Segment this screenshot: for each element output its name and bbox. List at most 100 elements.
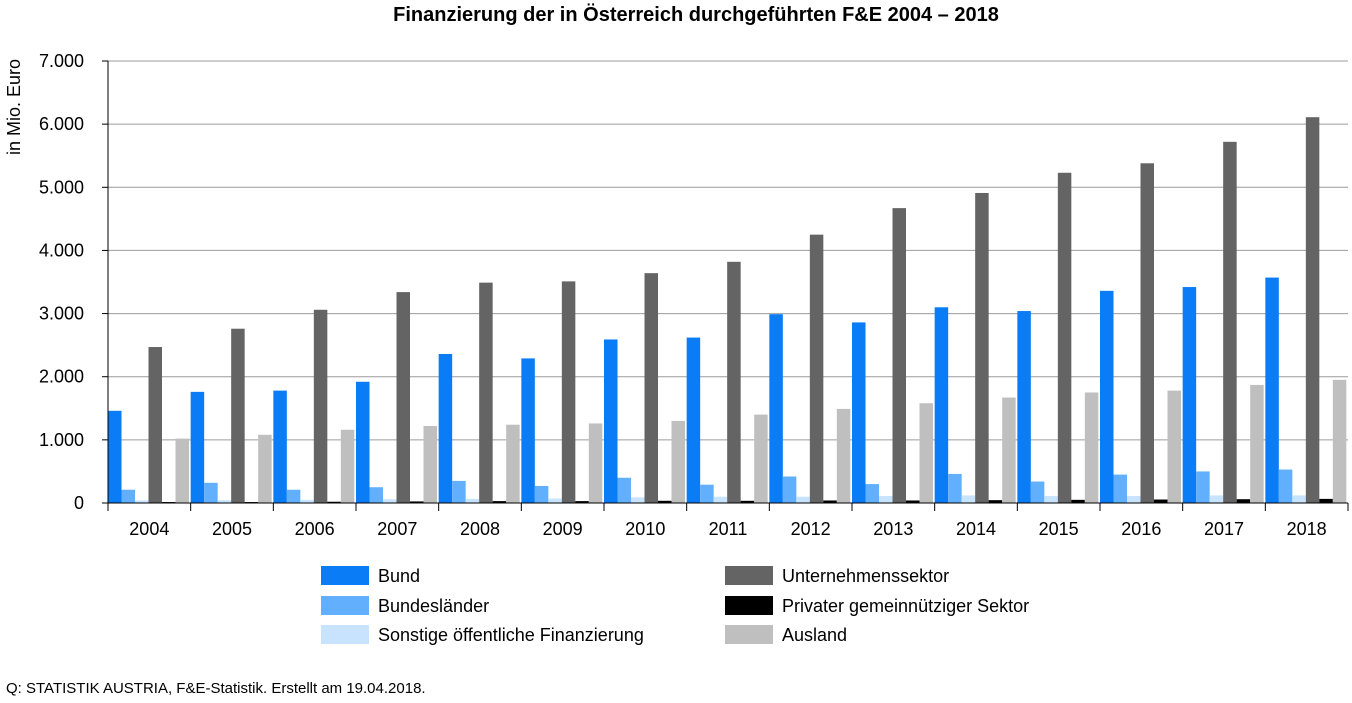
bar-2004-2 [135,500,149,503]
bar-2010-1 [617,477,631,503]
bar-2012-0 [769,314,783,503]
bar-2011-5 [754,414,768,503]
bar-2015-4 [1071,499,1085,503]
bar-2018-2 [1292,495,1306,503]
y-tick-label: 3.000 [39,304,84,324]
bar-2004-5 [175,438,189,503]
bar-2007-0 [356,381,370,503]
bar-2012-1 [782,476,797,503]
bar-2006-4 [327,501,341,503]
bar-2008-0 [438,353,453,503]
x-tick-label: 2012 [791,519,831,539]
bar-2007-2 [383,499,397,503]
legend-label: Privater gemeinnütziger Sektor [782,596,1029,616]
bar-2006-5 [340,429,355,503]
bar-2011-4 [740,500,755,503]
bar-2011-1 [700,484,714,503]
bar-2018-0 [1265,277,1279,503]
x-tick-label: 2017 [1204,519,1244,539]
bar-2016-5 [1167,390,1181,503]
y-tick-label: 1.000 [39,430,84,450]
bar-2012-4 [823,500,837,503]
bar-2009-2 [548,498,562,503]
legend-swatch [321,625,369,644]
bar-2018-5 [1332,379,1347,503]
bar-2013-5 [919,403,933,503]
bar-2015-2 [1044,496,1058,503]
y-tick-label: 7.000 [39,51,84,71]
bar-2017-1 [1196,471,1210,503]
bar-2009-4 [575,501,589,503]
x-tick-label: 2015 [1039,519,1079,539]
legend-swatch [725,625,773,644]
legend-swatch [321,596,369,615]
bar-2014-0 [934,307,949,503]
bar-2010-5 [671,420,685,503]
bar-2014-4 [988,500,1003,503]
bar-2005-1 [204,482,218,503]
y-tick-label: 4.000 [39,240,84,260]
bar-2007-1 [369,487,383,503]
bar-2018-3 [1305,117,1320,503]
bar-2015-1 [1030,481,1045,503]
bar-2004-0 [108,410,122,503]
bar-2017-0 [1182,287,1197,503]
bar-2010-4 [658,500,672,503]
bar-2004-3 [148,347,162,503]
bar-2017-3 [1223,141,1237,503]
bar-2010-0 [604,339,618,503]
bar-2010-3 [644,273,658,503]
x-tick-label: 2008 [460,519,500,539]
legend-label: Unternehmenssektor [782,566,949,586]
bar-2009-5 [588,423,603,503]
axes [107,61,1349,511]
legend-swatch [321,566,369,585]
bar-2013-0 [852,322,866,503]
bar-2008-4 [492,501,507,503]
bar-2012-2 [796,496,810,503]
bar-2004-1 [121,489,135,503]
bar-2012-3 [809,234,824,503]
bar-2014-5 [1002,397,1016,503]
bar-2013-1 [865,484,879,503]
legend-swatch [725,566,773,585]
bar-2005-3 [231,328,245,503]
bar-2005-2 [217,500,232,503]
bar-2006-1 [286,489,301,503]
x-tick-labels: 2004 2005 2006 2007 2008 2009 2010 2011 2012 2013… [129,519,1326,539]
bar-2016-2 [1127,496,1141,503]
bar-2008-3 [479,282,493,503]
legend-label: Sonstige öffentliche Finanzierung [378,625,644,645]
y-tick-labels: 0 1.000 2.000 3.000 4.000 5.000 6.000 7.000 [39,51,84,513]
legend: Bund Bundesländer Sonstige öffentliche Fin… [321,566,1029,645]
bar-2015-3 [1057,172,1072,503]
bar-2013-3 [892,208,906,503]
x-tick-label: 2006 [295,519,335,539]
bar-2016-3 [1140,163,1154,503]
x-tick-label: 2004 [129,519,169,539]
bar-2016-1 [1113,474,1127,503]
bar-2011-2 [713,496,728,503]
x-tick-label: 2018 [1287,519,1327,539]
bars [108,117,1347,503]
bar-2013-2 [879,496,893,503]
bar-2006-3 [313,309,328,503]
bar-2012-5 [836,408,851,503]
bar-2008-1 [452,480,466,503]
x-tick-label: 2016 [1121,519,1161,539]
x-tick-label: 2013 [873,519,913,539]
bar-2011-3 [727,261,741,503]
bar-2006-0 [273,390,287,503]
x-tick-label: 2009 [543,519,583,539]
y-tick-label: 6.000 [39,114,84,134]
bar-2006-2 [300,499,314,503]
bar-2009-1 [534,485,549,503]
bar-2009-3 [561,281,576,503]
bar-2017-4 [1236,499,1251,503]
bar-2011-0 [686,337,701,503]
bar-2014-3 [975,192,989,503]
legend-label: Bund [378,566,420,586]
x-tick-label: 2011 [709,519,748,539]
bar-2015-5 [1084,392,1099,503]
